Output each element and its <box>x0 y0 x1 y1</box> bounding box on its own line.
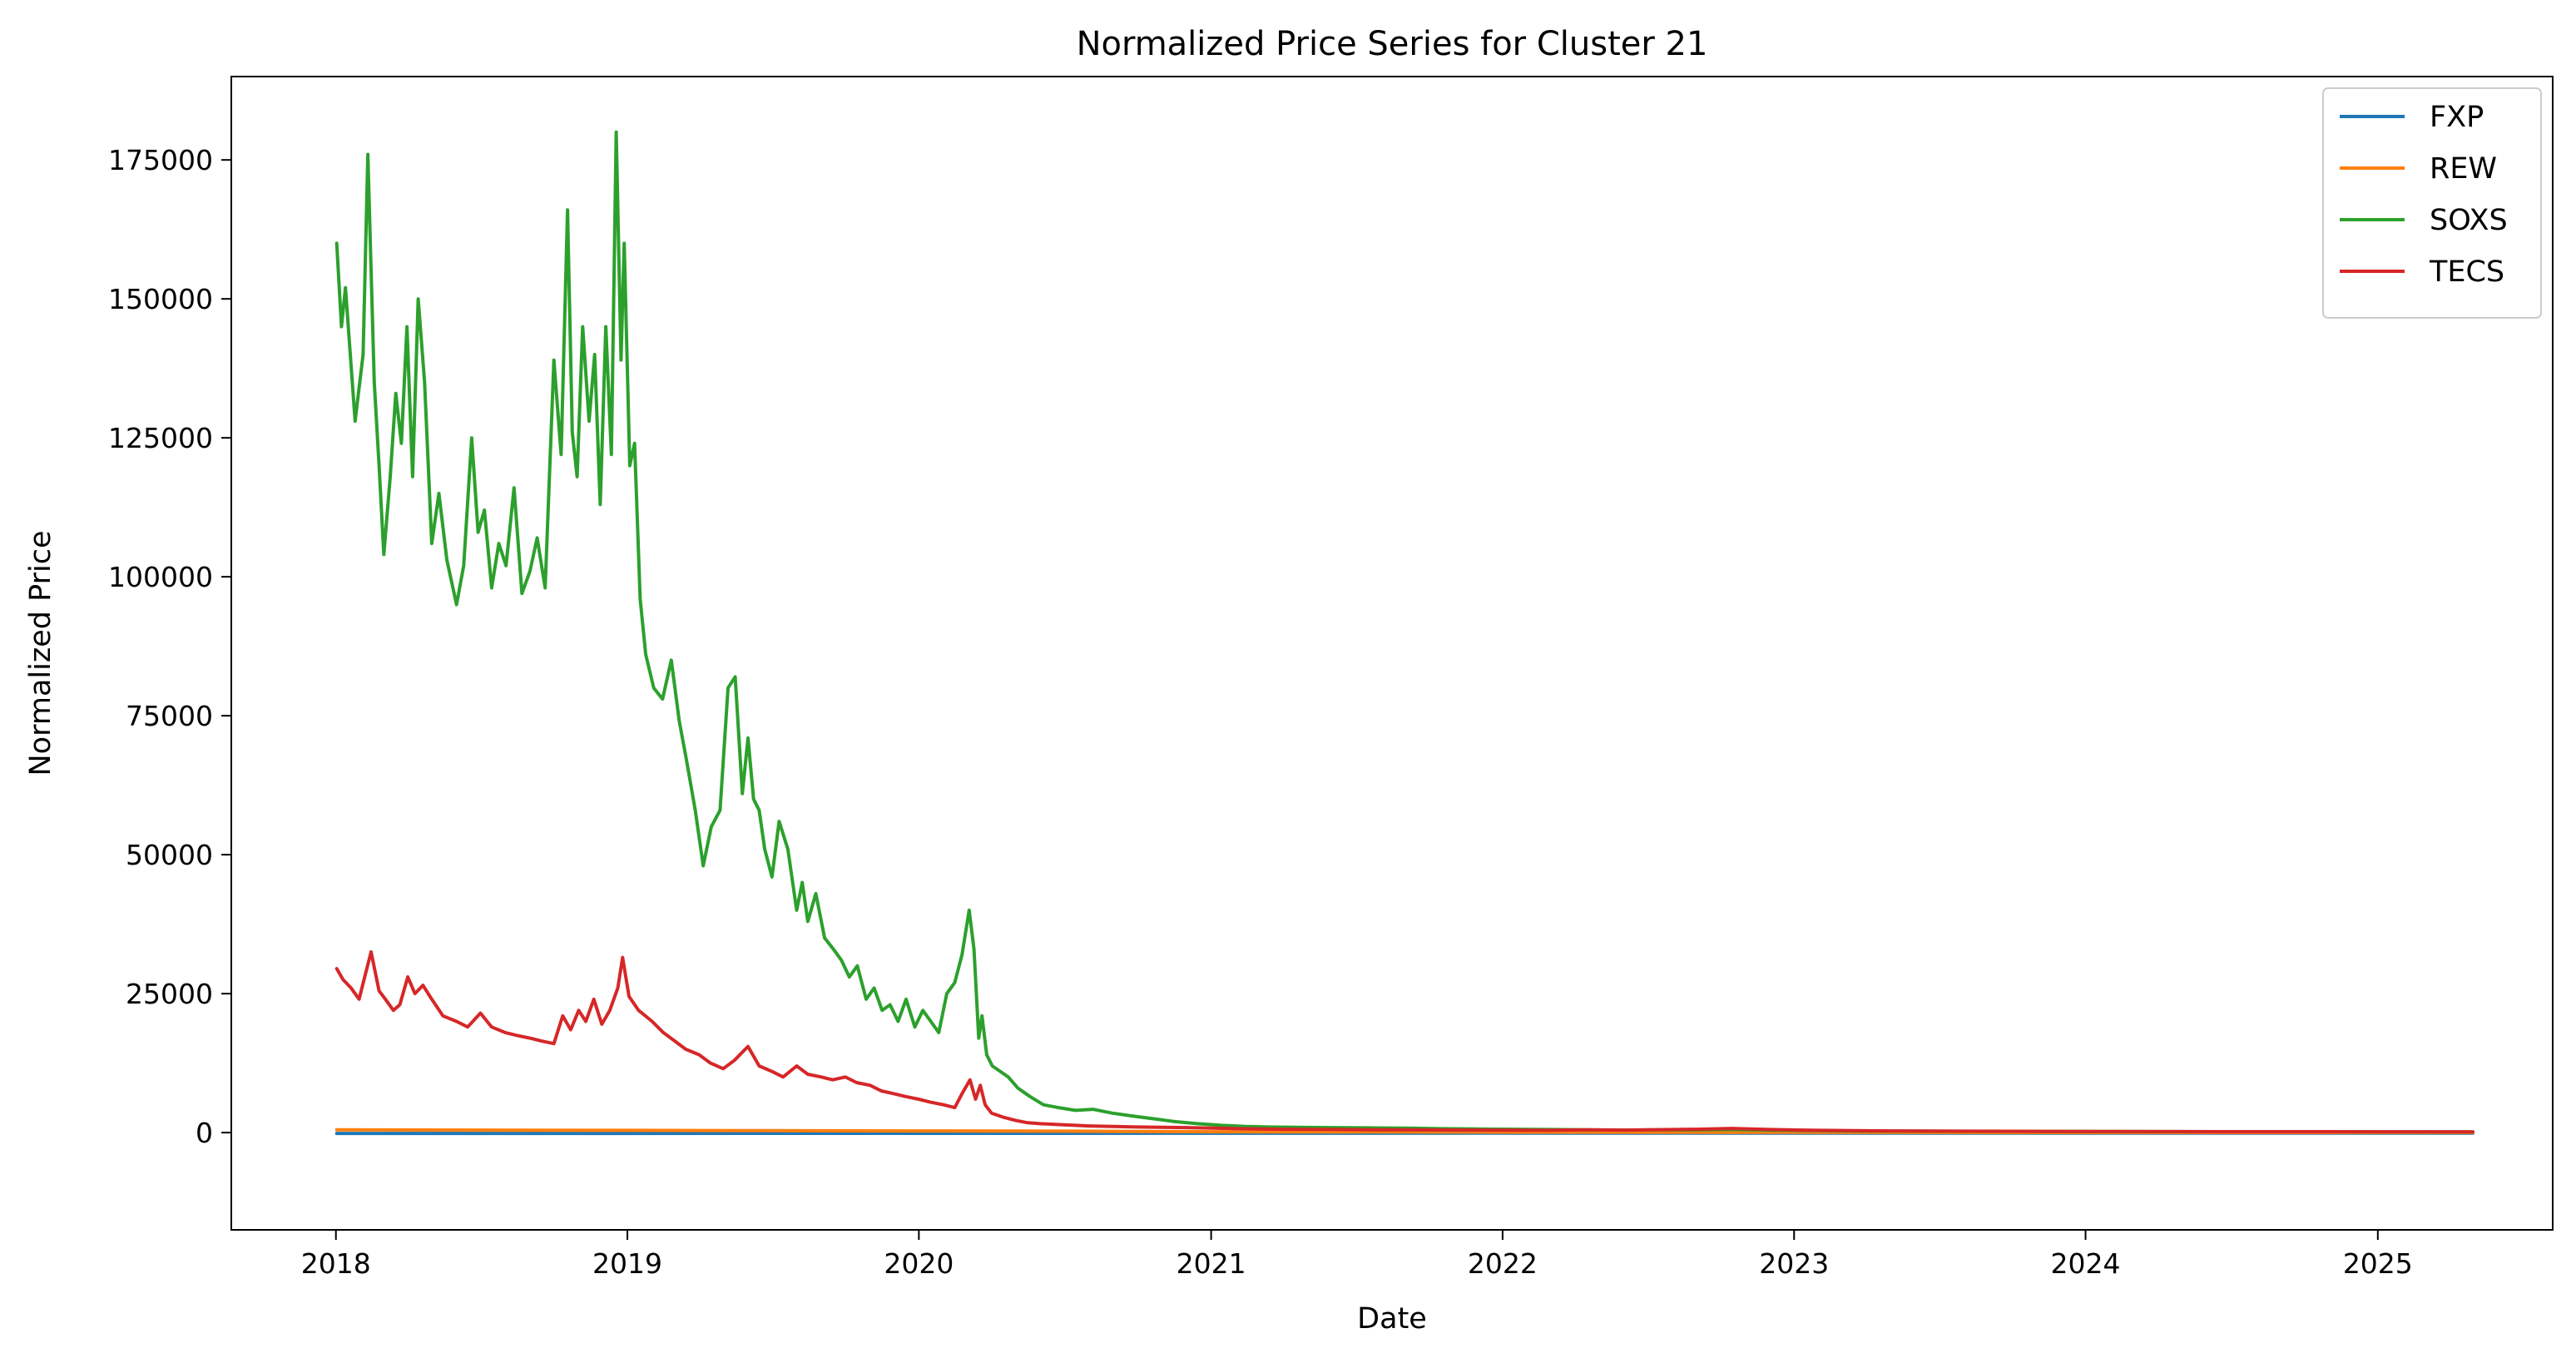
series-layer <box>334 130 2474 1136</box>
y-tick-label: 50000 <box>126 839 213 871</box>
x-tick-label: 2022 <box>1468 1247 1538 1280</box>
x-tick-label: 2023 <box>1759 1247 1829 1280</box>
x-tick-label: 2019 <box>592 1247 662 1280</box>
x-axis: 2018 2019 2020 2021 2022 2023 2024 2025 <box>301 1230 2413 1280</box>
legend-label-tecs: TECS <box>2429 255 2504 289</box>
y-tick-label: 150000 <box>108 283 213 315</box>
y-tick-label: 25000 <box>126 978 213 1010</box>
y-tick-label: 0 <box>196 1117 213 1149</box>
y-tick-label: 125000 <box>108 422 213 454</box>
legend-label-fxp: FXP <box>2430 101 2484 134</box>
chart-title: Normalized Price Series for Cluster 21 <box>1077 25 1708 63</box>
y-tick-label: 75000 <box>126 700 213 732</box>
legend-label-soxs: SOXS <box>2430 204 2508 237</box>
y-tick-label: 175000 <box>108 144 213 176</box>
y-axis: 0 25000 50000 75000 100000 125000 150000 175000 <box>108 144 231 1149</box>
x-tick-label: 2024 <box>2051 1247 2121 1280</box>
x-axis-label: Date <box>1357 1302 1427 1336</box>
y-axis-label: Normalized Price <box>24 531 57 776</box>
plot-frame <box>230 76 2554 1231</box>
legend: FXP REW SOXS TECS <box>2322 87 2542 319</box>
x-tick-label: 2021 <box>1177 1247 1246 1280</box>
x-tick-label: 2025 <box>2343 1247 2413 1280</box>
x-tick-label: 2018 <box>301 1247 371 1280</box>
x-tick-label: 2020 <box>884 1247 954 1280</box>
series-line-tecs <box>334 950 2474 1134</box>
series-line-soxs <box>334 130 2474 1134</box>
legend-box <box>2322 87 2542 319</box>
legend-label-rew: REW <box>2430 152 2497 186</box>
y-tick-label: 100000 <box>108 561 213 593</box>
